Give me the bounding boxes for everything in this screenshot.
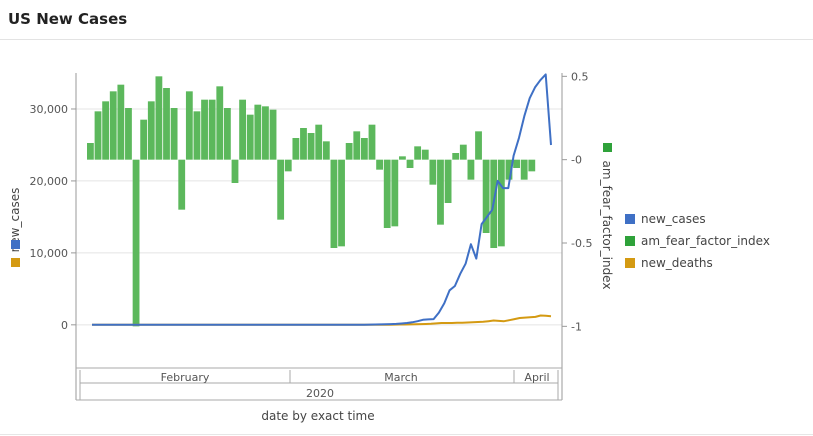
fear-factor-bar bbox=[307, 133, 315, 160]
fear-factor-bar bbox=[444, 159, 452, 203]
fear-factor-bar bbox=[254, 104, 262, 160]
x-axis-title: date by exact time bbox=[261, 409, 374, 423]
left-axis-label: new_cases bbox=[8, 188, 22, 253]
fear-factor-bar bbox=[109, 91, 117, 160]
right-axis-tick-label: -1 bbox=[571, 320, 582, 333]
fear-factor-bar bbox=[452, 153, 460, 160]
x-year-label: 2020 bbox=[306, 387, 334, 400]
fear-factor-bar bbox=[338, 159, 345, 247]
fear-factor-bar bbox=[497, 159, 505, 247]
panel-header: US New Cases bbox=[0, 0, 813, 40]
fear-factor-bar bbox=[399, 156, 406, 160]
fear-factor-bar bbox=[482, 159, 490, 233]
right-axis-tick-label: 0.5 bbox=[571, 70, 589, 83]
fear-factor-bar bbox=[170, 108, 178, 160]
legend-swatch-new_cases bbox=[625, 214, 635, 224]
fear-factor-bar bbox=[231, 159, 239, 183]
fear-factor-bar bbox=[467, 159, 475, 180]
fear-factor-bar bbox=[87, 143, 94, 160]
fear-factor-bar bbox=[391, 159, 399, 227]
right-axis-tick-label: -0.5 bbox=[571, 237, 592, 250]
new_deaths-line bbox=[92, 314, 552, 326]
legend-label-new_deaths: new_deaths bbox=[641, 256, 713, 270]
panel-bottom-border bbox=[0, 434, 813, 435]
left-axis-tick-label: 10,000 bbox=[30, 247, 69, 260]
fear-factor-bar bbox=[353, 131, 361, 160]
series-lines bbox=[92, 73, 552, 326]
fear-factor-bar bbox=[421, 149, 429, 160]
fear-factor-bar bbox=[132, 159, 140, 327]
fear-factor-bar bbox=[322, 141, 330, 160]
panel-title: US New Cases bbox=[8, 10, 128, 28]
fear-factor-bar bbox=[292, 138, 300, 160]
fear-factor-bar bbox=[223, 108, 231, 160]
fear-factor-bar bbox=[277, 159, 285, 220]
axes: 0 10,000 20,000 30,000 new_cases 0.5 -0 -0.5 -1 a… bbox=[8, 70, 614, 423]
fear-factor-bar bbox=[368, 124, 376, 160]
legend-swatch-am_fear_factor_index bbox=[625, 236, 635, 246]
right-axis-label: am_fear_factor_index bbox=[600, 161, 614, 290]
fear-factor-bar bbox=[360, 138, 368, 160]
fear-factor-bar bbox=[406, 159, 414, 168]
fear-factor-bar bbox=[315, 124, 323, 160]
fear-factor-bar bbox=[178, 159, 186, 210]
fear-factor-bar bbox=[117, 84, 125, 160]
fear-factor-bars bbox=[87, 76, 536, 327]
fear-factor-bar bbox=[330, 159, 338, 248]
fear-factor-bar bbox=[208, 99, 216, 160]
fear-factor-bar bbox=[147, 101, 155, 160]
left-axis-swatch-new-deaths bbox=[11, 258, 20, 267]
fear-factor-bar bbox=[216, 86, 224, 160]
fear-factor-bar bbox=[193, 111, 201, 160]
new_cases-line bbox=[92, 73, 552, 326]
fear-factor-bar bbox=[437, 159, 444, 225]
x-month-label: February bbox=[161, 371, 210, 384]
legend-label-am_fear_factor_index: am_fear_factor_index bbox=[641, 234, 770, 248]
fear-factor-bar bbox=[505, 159, 513, 180]
fear-factor-bar bbox=[414, 146, 422, 160]
fear-factor-bar bbox=[429, 159, 437, 185]
fear-factor-bar bbox=[300, 128, 307, 160]
fear-factor-bar bbox=[513, 159, 520, 168]
right-axis-tick-label: -0 bbox=[571, 154, 582, 167]
left-axis-tick-label: 20,000 bbox=[30, 175, 69, 188]
fear-factor-bar bbox=[269, 109, 277, 160]
fear-factor-bar bbox=[125, 108, 132, 160]
fear-factor-bar bbox=[102, 101, 110, 160]
fear-factor-bar bbox=[239, 99, 247, 160]
left-axis-tick-label: 30,000 bbox=[30, 103, 69, 116]
left-axis-swatch-new-cases bbox=[11, 240, 20, 249]
fear-factor-bar bbox=[284, 159, 292, 172]
fear-factor-bar bbox=[475, 131, 482, 160]
fear-factor-bar bbox=[528, 159, 536, 172]
fear-factor-bar bbox=[201, 99, 208, 160]
legend-label-new_cases: new_cases bbox=[641, 212, 706, 226]
fear-factor-bar bbox=[94, 111, 102, 160]
fear-factor-bar bbox=[520, 159, 528, 180]
fear-factor-bar bbox=[185, 91, 193, 160]
x-month-label: April bbox=[524, 371, 549, 384]
fear-factor-bar bbox=[163, 88, 170, 160]
fear-factor-bar bbox=[459, 144, 467, 160]
fear-factor-bar bbox=[246, 114, 254, 160]
legend: new_cases am_fear_factor_index new_deaths bbox=[625, 212, 770, 270]
right-axis-swatch bbox=[603, 143, 612, 152]
fear-factor-bar bbox=[383, 159, 391, 228]
legend-swatch-new_deaths bbox=[625, 258, 635, 268]
fear-factor-bar bbox=[262, 106, 269, 160]
fear-factor-bar bbox=[140, 119, 148, 160]
x-month-label: March bbox=[384, 371, 418, 384]
fear-factor-bar bbox=[376, 159, 383, 170]
fear-factor-bar bbox=[345, 143, 353, 160]
left-axis-tick-label: 0 bbox=[61, 319, 68, 332]
fear-factor-bar bbox=[155, 76, 163, 160]
